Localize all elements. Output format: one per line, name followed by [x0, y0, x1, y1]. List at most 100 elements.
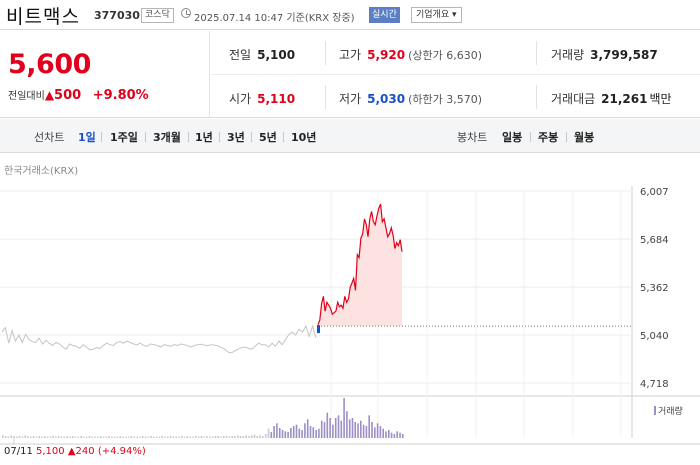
footer-price: 5,100: [36, 446, 65, 457]
volume-bar: [141, 436, 144, 438]
tab-1d[interactable]: 1일: [78, 131, 96, 144]
volume-bar: [234, 436, 236, 438]
current-price-panel: 5,600 전일대비▲500 +9.80%: [0, 31, 210, 118]
tab-1w[interactable]: 1주일: [110, 131, 138, 144]
volume-bar: [105, 436, 108, 438]
volume-bar: [66, 436, 68, 438]
tab-1y[interactable]: 1년: [195, 131, 213, 144]
volume-bar: [60, 436, 63, 438]
volume-bar: [195, 436, 197, 438]
tab-3m[interactable]: 3개월: [153, 131, 181, 144]
volume-bar: [343, 398, 345, 438]
footer-rate: (+4.94%): [97, 446, 146, 457]
open-price: 시가 5,110: [229, 92, 296, 106]
volume-bar: [21, 436, 24, 438]
volume-legend-label: 거래량: [658, 405, 683, 417]
high-price: 고가 5,920 (상한가 6,630): [339, 48, 482, 62]
volume-bar: [189, 436, 191, 438]
volume-bar: [186, 436, 189, 438]
volume-bar: [284, 431, 287, 438]
stock-code: 377030: [94, 9, 140, 22]
trade-amount: 거래대금 21,261 백만: [551, 92, 672, 106]
volume-bar: [167, 436, 169, 438]
volume-bar: [267, 428, 270, 438]
volume-bar: [24, 435, 26, 438]
volume-bar: [329, 418, 331, 438]
volume-bar: [332, 424, 334, 438]
volume-bar: [130, 436, 133, 438]
quote-time: 2025.07.14 10:47 기준(KRX 장중): [194, 13, 355, 24]
volume-bar: [290, 428, 292, 438]
tab-daily[interactable]: 일봉: [502, 131, 523, 144]
volume-bar: [318, 428, 320, 438]
volume-bar: [172, 436, 175, 438]
current-price: 5,600: [8, 49, 91, 80]
volume-bar: [102, 436, 105, 438]
volume-bar: [262, 436, 264, 438]
volume-bar: [214, 436, 217, 438]
volume-bar: [206, 436, 208, 438]
volume-bar: [245, 435, 247, 438]
realtime-button[interactable]: 실시간: [369, 7, 400, 23]
volume-bar: [223, 436, 225, 438]
volume-bar: [71, 436, 74, 438]
price-change: 전일대비▲500 +9.80%: [8, 87, 149, 103]
volume-bar: [388, 430, 390, 438]
volume-bar: [382, 428, 384, 438]
volume-bar: [379, 426, 382, 438]
volume-bar: [323, 422, 326, 438]
volume-bar: [116, 436, 119, 438]
volume-bar: [192, 436, 194, 438]
volume-bar: [231, 436, 233, 438]
footer-date: 07/11: [4, 446, 33, 457]
prev-close: 전일 5,100: [229, 48, 296, 62]
clock-icon: [181, 8, 191, 18]
volume: 거래량 3,799,587: [551, 48, 658, 62]
volume-bar: [80, 436, 82, 438]
volume-bar: [169, 436, 172, 438]
volume-bar: [253, 434, 256, 438]
volume-bar: [203, 436, 205, 438]
volume-bar: [44, 436, 46, 438]
volume-bar: [337, 415, 340, 438]
volume-bar: [248, 436, 250, 438]
tab-3y[interactable]: 3년: [227, 131, 245, 144]
volume-bar: [312, 427, 315, 438]
volume-bar: [298, 428, 301, 438]
tab-5y[interactable]: 5년: [259, 131, 277, 144]
market-badge: 코스닥: [141, 8, 174, 23]
volume-bar: [150, 436, 152, 438]
volume-bar: [346, 411, 348, 438]
tab-weekly[interactable]: 주봉: [538, 131, 559, 144]
volume-bar: [385, 431, 387, 438]
volume-bar: [35, 436, 38, 438]
volume-bar: [111, 436, 113, 438]
volume-bar: [127, 436, 130, 438]
volume-bar: [354, 422, 356, 438]
volume-bar: [41, 436, 43, 438]
chart-source: 한국거래소(KRX): [4, 166, 79, 177]
price-chart[interactable]: 6,0075,6845,3625,0404,71807/1410:0011:00…: [0, 176, 700, 446]
volume-bar: [55, 436, 57, 438]
volume-bar: [18, 436, 21, 438]
volume-bar: [242, 436, 245, 438]
volume-bar: [69, 436, 71, 438]
tab-monthly[interactable]: 월봉: [574, 131, 595, 144]
volume-bar: [278, 428, 281, 438]
volume-bar: [83, 436, 85, 438]
volume-bar: [371, 422, 373, 438]
volume-bar: [181, 436, 183, 438]
volume-bar: [211, 436, 214, 438]
volume-bar: [49, 436, 52, 438]
volume-bar: [46, 436, 49, 438]
candle-chart-label: 봉차트: [457, 131, 488, 144]
volume-bar: [161, 436, 163, 438]
company-info-dropdown[interactable]: 기업개요 ▾: [411, 7, 462, 23]
volume-bar: [399, 432, 401, 438]
volume-bar: [315, 430, 317, 438]
volume-bar: [301, 430, 303, 438]
volume-bar: [147, 436, 150, 438]
volume-bar: [136, 436, 138, 438]
volume-bar: [2, 435, 4, 438]
tab-10y[interactable]: 10년: [291, 131, 317, 144]
